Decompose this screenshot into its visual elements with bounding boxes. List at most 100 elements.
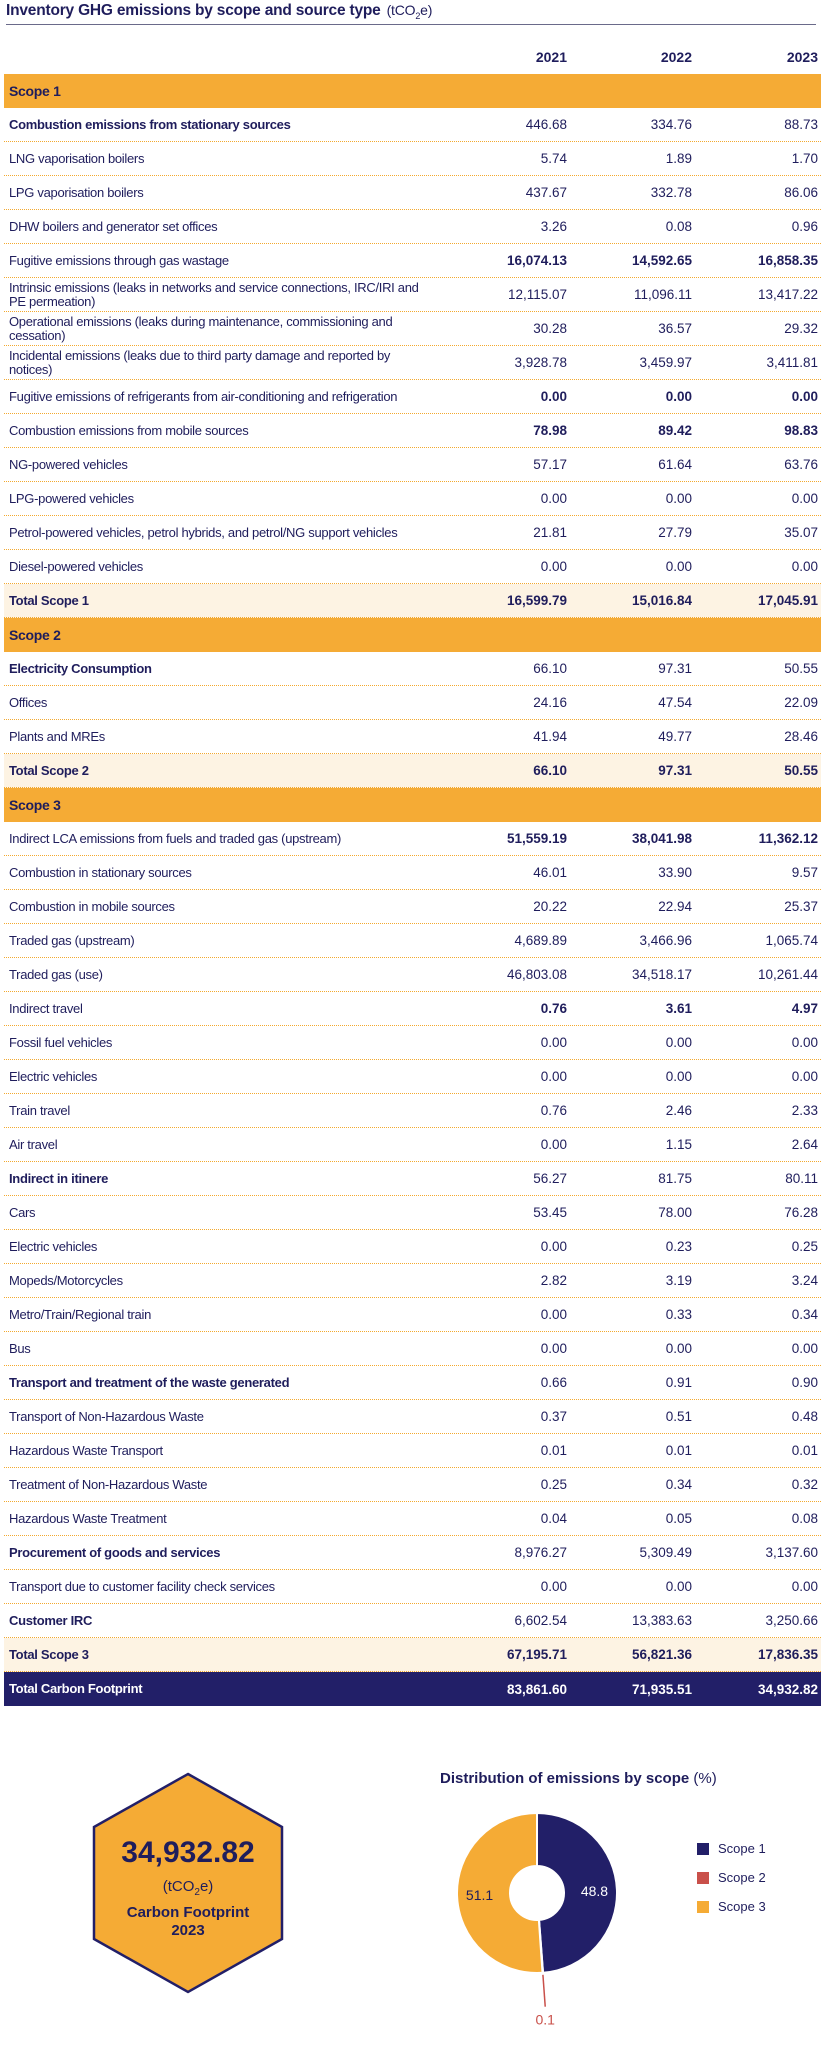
row-value-2023: 1,065.74	[765, 933, 818, 948]
row-value-2021: 53.45	[533, 1205, 567, 1220]
table-header-row: 2021 2022 2023	[4, 40, 821, 74]
row-value-2021: 0.66	[540, 1375, 567, 1390]
row-value-2022: 0.91	[665, 1375, 692, 1390]
table-row: Transport due to customer facility check…	[4, 1570, 821, 1604]
table-row: Mopeds/Motorcycles 2.82 3.19 3.24	[4, 1264, 821, 1298]
row-label: Scope 2	[9, 627, 61, 643]
legend-swatch	[697, 1843, 709, 1855]
year-header: 2023	[786, 49, 818, 65]
row-label: Mopeds/Motorcycles	[9, 1272, 123, 1288]
row-value-2022: 0.00	[665, 559, 692, 574]
table-row: LPG vaporisation boilers 437.67 332.78 86.0…	[4, 176, 821, 210]
legend-item: Scope 1	[697, 1840, 807, 1869]
row-value-2022: 47.54	[658, 695, 692, 710]
row-value-2022: 3,466.96	[639, 933, 692, 948]
table-row: Air travel 0.00 1.15 2.64	[4, 1128, 821, 1162]
table-row: Diesel-powered vehicles 0.00 0.00 0.00	[4, 550, 821, 584]
row-value-2022: 89.42	[658, 423, 692, 438]
row-label: Electric vehicles	[9, 1238, 98, 1254]
row-value-2021: 30.28	[533, 321, 567, 336]
legend-label: Scope 2	[718, 1870, 766, 1885]
table-row: Cars 53.45 78.00 76.28	[4, 1196, 821, 1230]
legend-swatch	[697, 1901, 709, 1913]
table-row: Combustion emissions from stationary sou…	[4, 108, 821, 142]
table-row: Hazardous Waste Treatment 0.04 0.05 0.08	[4, 1502, 821, 1536]
row-value-2023: 63.76	[784, 457, 818, 472]
row-value-2021: 0.00	[540, 1035, 567, 1050]
section-header-row: Scope 1	[4, 74, 821, 108]
row-label: Scope 3	[9, 797, 61, 813]
row-label: Treatment of Non-Hazardous Waste	[9, 1476, 208, 1492]
row-label: Electric vehicles	[9, 1068, 98, 1084]
row-label: Total Scope 1	[9, 592, 89, 608]
row-value-2023: 0.00	[791, 389, 818, 404]
row-value-2022: 0.34	[665, 1477, 692, 1492]
row-value-2023: 10,261.44	[757, 967, 818, 982]
donut-value-label: 48.8	[581, 1883, 608, 1899]
row-value-2023: 0.96	[791, 219, 818, 234]
row-value-2022: 33.90	[658, 865, 692, 880]
row-label: Plants and MREs	[9, 728, 105, 744]
row-value-2023: 0.25	[791, 1239, 818, 1254]
row-value-2022: 0.23	[665, 1239, 692, 1254]
table-row: Bus 0.00 0.00 0.00	[4, 1332, 821, 1366]
row-value-2021: 0.00	[540, 1069, 567, 1084]
row-value-2022: 22.94	[658, 899, 692, 914]
row-value-2021: 0.00	[540, 1307, 567, 1322]
row-label: LPG-powered vehicles	[9, 490, 134, 506]
row-value-2022: 78.00	[658, 1205, 692, 1220]
table-row: Electricity Consumption 66.10 97.31 50.55	[4, 652, 821, 686]
row-value-2023: 80.11	[785, 1171, 818, 1186]
section-header-row: Scope 3	[4, 788, 821, 822]
row-label: Fugitive emissions of refrigerants from …	[9, 388, 398, 404]
emissions-table: 2021 2022 2023 Scope 1 Combustion emissio…	[4, 40, 821, 1706]
row-value-2022: 71,935.51	[631, 1681, 692, 1697]
row-value-2023: 0.00	[791, 1579, 818, 1594]
footprint-unit-subscript: 2	[194, 1887, 200, 1898]
table-row: Intrinsic emissions (leaks in networks a…	[4, 278, 821, 312]
row-value-2022: 27.79	[658, 525, 692, 540]
row-value-2023: 88.73	[784, 117, 818, 132]
row-value-2022: 5,309.49	[639, 1545, 692, 1560]
row-value-2022: 3.61	[665, 1001, 692, 1016]
row-label: Fossil fuel vehicles	[9, 1034, 113, 1050]
table-row: Indirect LCA emissions from fuels and tr…	[4, 822, 821, 856]
row-value-2023: 0.90	[791, 1375, 818, 1390]
row-value-2023: 28.46	[784, 729, 818, 744]
row-value-2021: 0.25	[540, 1477, 567, 1492]
row-value-2022: 49.77	[658, 729, 692, 744]
row-value-2023: 17,836.35	[757, 1647, 818, 1662]
row-value-2021: 437.67	[525, 185, 567, 200]
table-title-unit: (tCO2e)	[387, 2, 433, 21]
table-row: Offices 24.16 47.54 22.09	[4, 686, 821, 720]
row-value-2021: 0.00	[540, 389, 567, 404]
row-value-2023: 0.00	[791, 1341, 818, 1356]
row-label: Total Scope 2	[9, 762, 89, 778]
row-value-2023: 0.01	[791, 1443, 818, 1458]
row-value-2021: 0.00	[540, 1137, 567, 1152]
row-label: Intrinsic emissions (leaks in networks a…	[9, 279, 419, 309]
row-value-2021: 0.04	[540, 1511, 567, 1526]
row-value-2022: 36.57	[658, 321, 692, 336]
footprint-unit: (tCO2e)	[88, 1878, 288, 1898]
row-value-2023: 3.24	[791, 1273, 818, 1288]
chart-title: Distribution of emissions by scope (%)	[440, 1770, 760, 1787]
row-value-2022: 3.19	[665, 1273, 692, 1288]
table-row: Metro/Train/Regional train 0.00 0.33 0.34	[4, 1298, 821, 1332]
row-label: Indirect in itinere	[9, 1170, 109, 1186]
table-row: NG-powered vehicles 57.17 61.64 63.76	[4, 448, 821, 482]
row-value-2023: 0.00	[791, 491, 818, 506]
row-value-2023: 3,137.60	[765, 1545, 818, 1560]
row-value-2022: 0.00	[665, 1341, 692, 1356]
row-value-2021: 4,689.89	[514, 933, 567, 948]
row-value-2021: 0.00	[540, 559, 567, 574]
legend-label: Scope 3	[718, 1899, 766, 1914]
row-label: Cars	[9, 1204, 36, 1220]
row-value-2021: 46,803.08	[506, 967, 567, 982]
row-value-2021: 0.01	[540, 1443, 567, 1458]
row-value-2022: 11,096.11	[633, 287, 692, 302]
row-value-2023: 1.70	[791, 151, 818, 166]
row-value-2021: 20.22	[533, 899, 567, 914]
table-row: Hazardous Waste Transport 0.01 0.01 0.01	[4, 1434, 821, 1468]
row-value-2023: 0.00	[791, 1069, 818, 1084]
